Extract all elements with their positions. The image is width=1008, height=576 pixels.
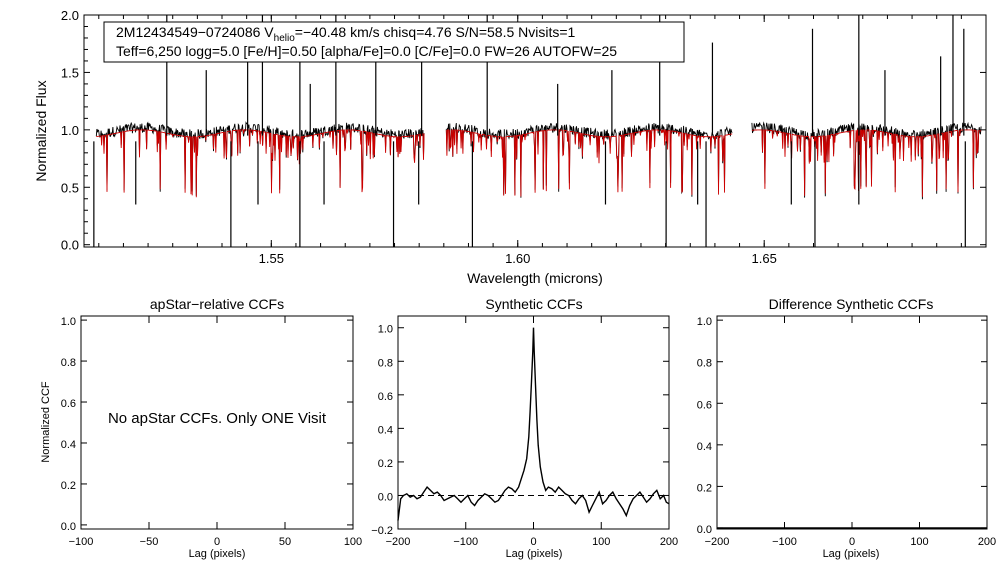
apstar-ccf-y-tick-label: 0.2 <box>61 480 76 492</box>
synthetic-ccf-x-tick-label: −100 <box>453 536 478 548</box>
synthetic-ccf-y-tick-label: 0.8 <box>378 357 393 369</box>
synthetic-ccf-panel: Synthetic CCFs −0.2 0.0 0.2 0.4 0.6 0.8 1.0 −2… <box>371 296 678 560</box>
apstar-ccf-y-tick-label: 1.0 <box>61 316 76 328</box>
synthetic-ccf-y-tick-label: 0.4 <box>378 424 393 436</box>
star-info-id: 2M12434549−0724086 V <box>116 24 274 40</box>
synthetic-ccf-x-tick-label: −200 <box>386 536 411 548</box>
spectrum-spikes <box>93 15 966 247</box>
apstar-ccf-panel: apStar−relative CCFs 0.00.20.40.60.81.0 … <box>40 296 362 560</box>
difference-ccf-y-tick-label: 0.2 <box>697 482 712 494</box>
synthetic-ccf-y-tick-label: 0.6 <box>378 391 393 403</box>
apstar-ccf-y-tick-label: 0.0 <box>61 521 76 533</box>
spectrum-y-ticks: 0.0 0.5 1.0 1.5 2.0 <box>61 8 986 253</box>
apstar-ccf-y-axis-label: Normalized CCF <box>40 381 52 463</box>
synthetic-ccf-x-axis-label: Lag (pixels) <box>506 548 563 560</box>
difference-ccf-x-tick-label: 200 <box>978 536 996 548</box>
apstar-ccf-y-tick-label: 0.8 <box>61 357 76 369</box>
apstar-ccf-x-tick-label: −50 <box>140 536 159 548</box>
spectrum-model-series <box>96 129 982 198</box>
star-info-line-1: 2M12434549−0724086 Vhelio=−40.48 km/s ch… <box>116 24 576 44</box>
spectrum-x-tick-label: 1.60 <box>505 251 530 266</box>
synthetic-ccf-y-tick-label: 0.0 <box>378 491 393 503</box>
spectrum-y-axis-label: Normalized Flux <box>33 80 49 181</box>
difference-ccf-y-tick-label: 0.6 <box>697 399 712 411</box>
difference-ccf-y-tick-label: 0.0 <box>697 524 712 536</box>
apstar-no-ccf-message: No apStar CCFs. Only ONE Visit <box>108 410 327 427</box>
spectrum-model-line-chip-1 <box>96 129 425 198</box>
star-info-vhelio-subscript: helio <box>274 33 296 44</box>
synthetic-ccf-curve <box>397 327 670 521</box>
apstar-ccf-y-tick-label: 0.6 <box>61 398 76 410</box>
apstar-ccf-y-ticks: 0.0 0.2 0.4 0.6 0.8 1.0 <box>61 316 353 533</box>
difference-ccf-x-tick-label: −100 <box>772 536 797 548</box>
spectrum-y-tick-label: 1.5 <box>61 65 79 80</box>
synthetic-ccf-x-tick-label: 200 <box>660 536 678 548</box>
difference-ccf-x-axis-label: Lag (pixels) <box>823 548 880 560</box>
synthetic-ccf-y-ticks: −0.2 0.0 0.2 0.4 0.6 0.8 1.0 <box>371 324 669 537</box>
spectrum-y-tick-label: 1.0 <box>61 123 79 138</box>
synthetic-ccf-title: Synthetic CCFs <box>485 296 582 312</box>
difference-ccf-y-ticks: 0.0 0.2 0.4 0.6 0.8 1.0 <box>697 316 987 536</box>
apstar-ccf-y-tick-label: 0.4 <box>61 439 76 451</box>
spectrum-model-line-chip-2 <box>445 129 733 197</box>
spectrum-clip <box>93 15 982 247</box>
difference-ccf-x-ticks: −200 −100 0 100 200 <box>705 316 996 548</box>
difference-ccf-y-tick-label: 1.0 <box>697 316 712 328</box>
difference-ccf-x-tick-label: 0 <box>849 536 855 548</box>
difference-ccf-x-tick-label: −200 <box>705 536 730 548</box>
star-info-line-2: Teff=6,250 logg=5.0 [Fe/H]=0.50 [alpha/F… <box>116 43 617 59</box>
synthetic-ccf-x-ticks: −200 −100 0 100 200 <box>386 316 678 548</box>
spectrum-y-tick-label: 2.0 <box>61 8 79 23</box>
difference-ccf-x-tick-label: 100 <box>910 536 928 548</box>
star-info-box <box>103 21 685 63</box>
difference-ccf-title: Difference Synthetic CCFs <box>769 296 934 312</box>
spectrum-y-tick-label: 0.0 <box>61 238 79 253</box>
difference-ccf-panel: Difference Synthetic CCFs 0.00.20.40.60.… <box>697 296 996 560</box>
synthetic-ccf-x-tick-label: 0 <box>530 536 536 548</box>
apstar-ccf-x-tick-label: 50 <box>279 536 291 548</box>
synthetic-ccf-x-tick-label: 100 <box>592 536 610 548</box>
spectrum-x-ticks: 1.55 1.60 1.65 <box>98 15 987 266</box>
spectrum-x-tick-label: 1.55 <box>259 251 284 266</box>
spectrum-plot-frame <box>83 14 987 248</box>
spectrum-x-tick-label: 1.65 <box>752 251 777 266</box>
apstar-ccf-x-axis-label: Lag (pixels) <box>189 548 246 560</box>
difference-ccf-y-tick-label: 0.4 <box>697 441 712 453</box>
synthetic-ccf-y-tick-label: 1.0 <box>378 324 393 336</box>
synthetic-ccf-y-tick-label: 0.2 <box>378 458 393 470</box>
apstar-ccf-title: apStar−relative CCFs <box>150 296 284 312</box>
apstar-ccf-x-tick-label: −100 <box>69 536 94 548</box>
apstar-ccf-x-tick-label: 0 <box>214 536 220 548</box>
spectrum-panel: 0.0 0.5 1.0 1.5 2.0 1.55 1.60 1.65 Wavelength … <box>33 8 987 286</box>
apstar-ccf-x-ticks: −100 −50 0 50 100 <box>69 316 362 548</box>
difference-ccf-y-tick-label: 0.8 <box>697 358 712 370</box>
spectrum-x-axis-label: Wavelength (microns) <box>467 270 603 286</box>
synthetic-ccf-y-tick-label: −0.2 <box>371 525 393 537</box>
difference-ccf-frame <box>716 315 988 530</box>
apstar-ccf-x-tick-label: 100 <box>344 536 362 548</box>
spectrum-y-tick-label: 0.5 <box>61 180 79 195</box>
star-info-stats: =−40.48 km/s chisq=4.76 S/N=58.5 Nvisits… <box>295 24 576 40</box>
spectrum-model-line-chip-3 <box>751 129 982 197</box>
